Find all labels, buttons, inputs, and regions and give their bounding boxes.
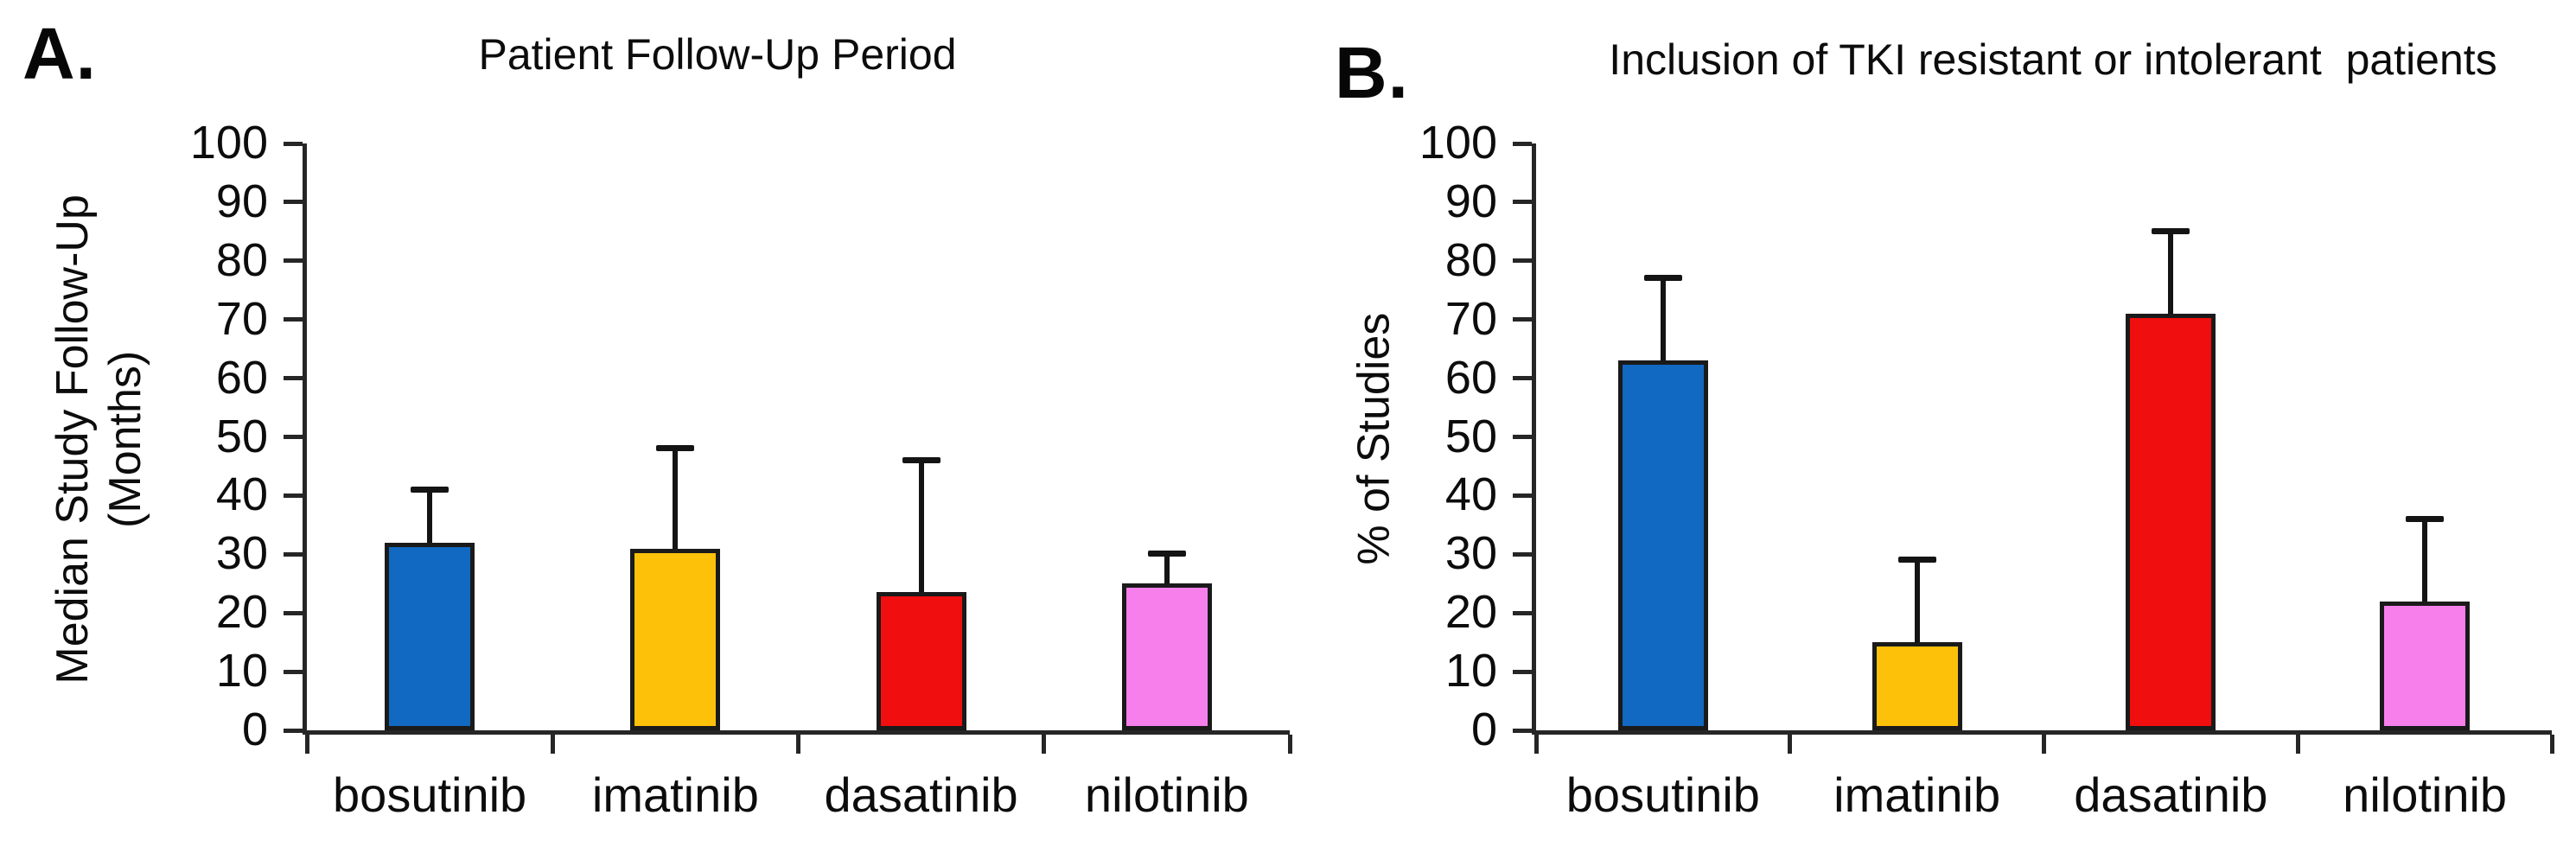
y-tick-mark <box>284 200 303 205</box>
panel-b-plot-area: 0 10 20 30 40 50 60 70 80 90 100 bosutinib imatinib d… <box>1419 119 2554 822</box>
x-tick-mark <box>304 735 309 754</box>
bar-dasatinib <box>876 592 966 730</box>
panel-a-letter: A. <box>22 13 97 94</box>
x-tick-mark <box>550 735 555 754</box>
y-tick-label: 50 <box>215 410 268 462</box>
error-bar-cap-nilotinib <box>1147 551 1186 557</box>
x-tick-mark <box>1042 735 1047 754</box>
y-tick-label: 40 <box>215 468 268 521</box>
error-bar-cap-bosutinib <box>411 486 450 493</box>
error-bar-cap-dasatinib <box>902 456 940 463</box>
error-bar-dasatinib <box>918 460 924 593</box>
x-category-label-dasatinib: dasatinib <box>2074 767 2268 822</box>
y-tick-label: 10 <box>215 645 268 697</box>
y-tick-mark <box>1513 317 1532 322</box>
y-tick-label: 100 <box>189 117 268 169</box>
error-bar-imatinib <box>1914 560 1920 643</box>
panel-a-chart: Median Study Follow-Up (Months) 0 10 20 30 40… <box>47 119 1292 822</box>
x-tick-mark <box>1788 735 1793 754</box>
bar-dasatinib <box>2126 313 2216 730</box>
y-tick-mark <box>1513 551 1532 557</box>
y-tick-label: 30 <box>1444 527 1497 580</box>
y-tick-mark <box>284 141 303 146</box>
y-tick-mark <box>284 258 303 264</box>
y-tick-mark <box>1513 610 1532 615</box>
y-tick-mark <box>1513 258 1532 264</box>
y-tick-label: 20 <box>215 586 268 639</box>
error-bar-bosutinib <box>427 489 433 543</box>
panel-b-letter: B. <box>1335 32 1409 113</box>
x-tick-mark <box>2042 735 2046 754</box>
y-tick-label: 60 <box>215 351 268 404</box>
x-category-label-nilotinib: nilotinib <box>1084 767 1249 822</box>
panel-a-plot-area: 0 10 20 30 40 50 60 70 80 90 100 bosutinib imatinib d… <box>190 119 1292 822</box>
y-tick-mark <box>1513 376 1532 381</box>
x-tick-mark <box>1287 735 1292 754</box>
y-tick-mark <box>284 376 303 381</box>
y-tick-mark <box>1513 493 1532 498</box>
bar-bosutinib <box>385 542 475 730</box>
y-tick-label: 30 <box>215 527 268 580</box>
y-tick-label: 0 <box>241 704 268 755</box>
panel-b-chart: % of Studies 0 10 20 30 40 50 60 70 80 90 100 bosut… <box>1288 0 2576 847</box>
error-bar-dasatinib <box>2168 231 2174 314</box>
panel-a: A. Patient Follow-Up Period Median Study… <box>22 13 1292 822</box>
y-tick-label: 60 <box>1444 351 1497 404</box>
error-bar-cap-imatinib <box>1897 557 1936 564</box>
panel-b-title: Inclusion of TKI resistant or intolerant… <box>1609 35 2497 84</box>
error-bar-cap-imatinib <box>656 445 695 452</box>
y-tick-mark <box>1513 669 1532 674</box>
y-tick-label: 80 <box>215 233 268 286</box>
y-tick-label: 90 <box>1444 175 1497 227</box>
x-tick-mark <box>2295 735 2300 754</box>
y-tick-label: 90 <box>215 175 268 227</box>
y-tick-mark <box>284 435 303 439</box>
y-tick-label: 50 <box>1444 410 1497 462</box>
y-axis-title-line: Median Study Follow-Up <box>47 194 98 685</box>
y-tick-label: 80 <box>1444 233 1497 286</box>
x-tick-mark <box>796 735 800 754</box>
y-tick-label: 100 <box>1419 117 1497 169</box>
y-tick-mark <box>284 551 303 557</box>
x-category-label-bosutinib: bosutinib <box>1565 767 1760 822</box>
x-category-label-nilotinib: nilotinib <box>2343 767 2508 822</box>
error-bar-cap-bosutinib <box>1643 275 1682 282</box>
y-tick-label: 70 <box>215 292 268 345</box>
error-bar-imatinib <box>673 449 679 549</box>
error-bar-nilotinib <box>1164 554 1170 584</box>
panel-a-title: Patient Follow-Up Period <box>478 30 957 79</box>
x-category-label-bosutinib: bosutinib <box>333 767 527 822</box>
y-tick-mark <box>1513 728 1532 733</box>
y-tick-mark <box>284 669 303 674</box>
y-tick-mark <box>1513 141 1532 146</box>
y-tick-label: 10 <box>1444 645 1497 697</box>
y-tick-mark <box>284 317 303 322</box>
bar-nilotinib <box>1121 583 1212 730</box>
y-tick-mark <box>284 610 303 615</box>
error-bar-bosutinib <box>1660 278 1666 361</box>
error-bar-cap-nilotinib <box>2406 515 2445 522</box>
y-tick-label: 0 <box>1470 704 1497 755</box>
bar-imatinib <box>1871 642 1962 730</box>
x-category-label-imatinib: imatinib <box>591 767 759 822</box>
panel-b: B. Inclusion of TKI resistant or intoler… <box>1288 0 2576 847</box>
error-bar-cap-dasatinib <box>2152 227 2190 234</box>
bar-bosutinib <box>1617 360 1708 730</box>
bar-nilotinib <box>2380 601 2471 730</box>
x-category-label-imatinib: imatinib <box>1833 767 2001 822</box>
y-tick-mark <box>1513 435 1532 439</box>
error-bar-nilotinib <box>2422 519 2428 602</box>
y-tick-mark <box>284 493 303 498</box>
y-tick-label: 20 <box>1444 586 1497 639</box>
x-category-label-dasatinib: dasatinib <box>824 767 1018 822</box>
y-tick-label: 40 <box>1444 468 1497 521</box>
y-tick-mark <box>284 728 303 733</box>
x-tick-mark <box>1533 735 1539 754</box>
bar-imatinib <box>630 548 721 730</box>
y-tick-label: 70 <box>1444 292 1497 345</box>
y-tick-mark <box>1513 200 1532 205</box>
x-tick-mark <box>2549 735 2554 754</box>
